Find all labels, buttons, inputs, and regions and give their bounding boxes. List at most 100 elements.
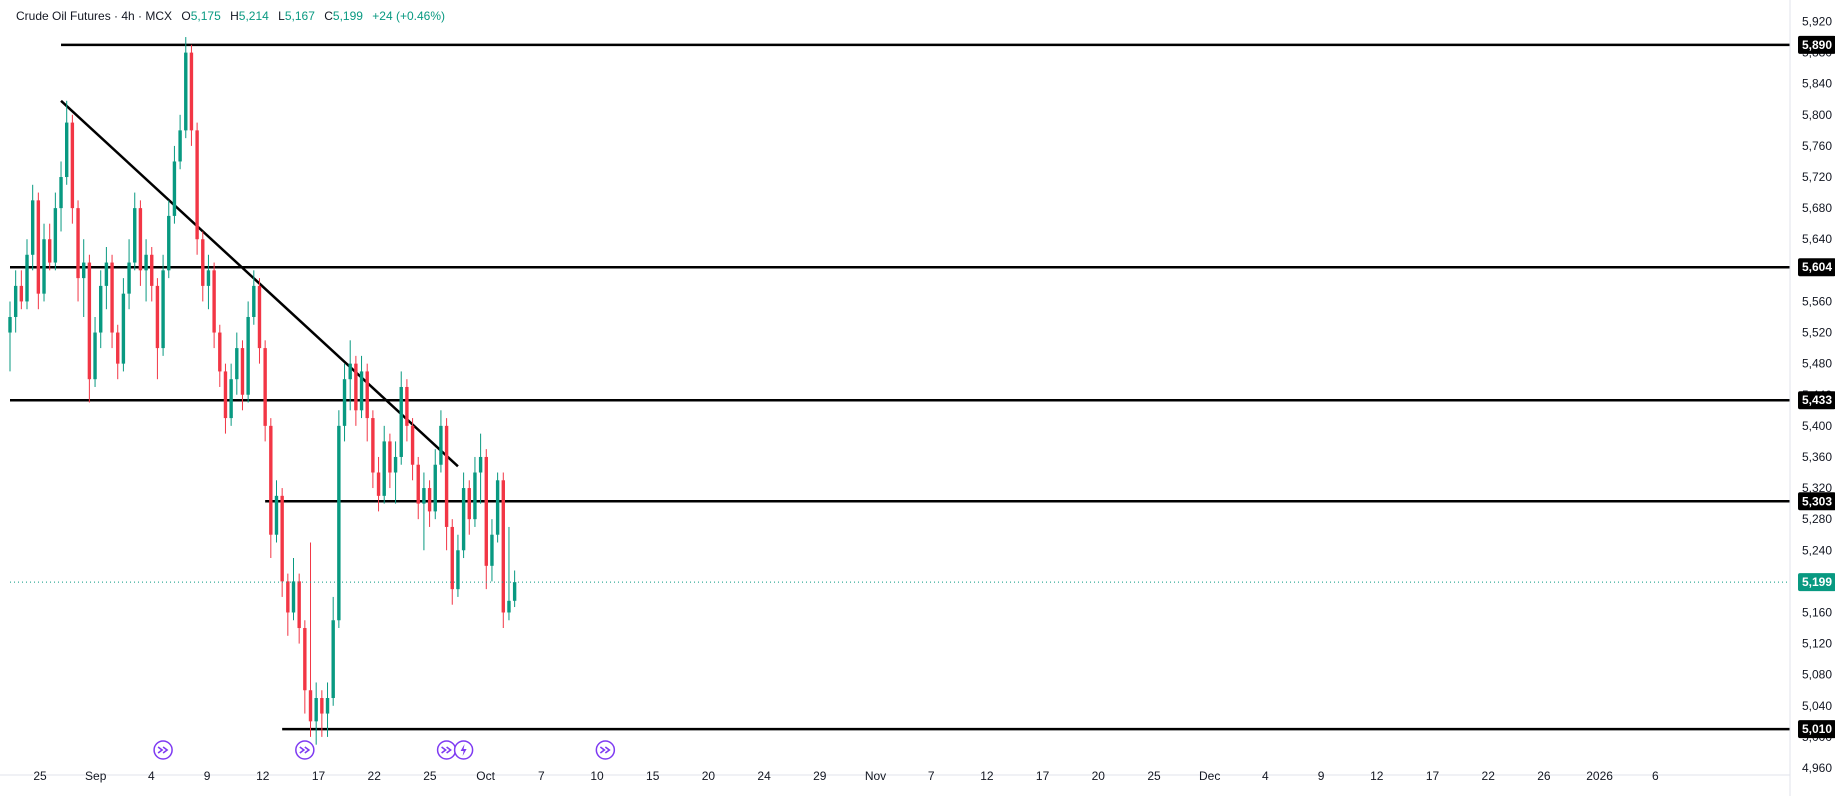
x-tick-label: 22: [1482, 769, 1496, 783]
candle-body: [337, 425, 341, 621]
candle-body: [138, 208, 143, 271]
candle-body: [184, 52, 188, 131]
candle-body: [161, 270, 165, 349]
candle-body: [172, 161, 177, 216]
level-price-tag: [1798, 391, 1835, 410]
candle-body: [354, 363, 358, 411]
candle-body: [422, 488, 426, 504]
x-tick-label: 6: [1652, 769, 1659, 783]
candle-body: [478, 456, 483, 473]
dividend-icon[interactable]: [153, 740, 173, 760]
candle-body: [280, 495, 284, 582]
candle-body: [155, 285, 160, 349]
candle-body: [8, 316, 12, 333]
x-tick-label: 25: [33, 769, 47, 783]
dividend-icon[interactable]: [436, 740, 457, 760]
y-tick-label: 5,760: [1802, 139, 1832, 153]
y-tick-label: 5,160: [1802, 605, 1832, 619]
candle-body: [229, 379, 233, 419]
x-tick-label: 25: [423, 769, 437, 783]
candle-body: [314, 698, 318, 722]
lightning-glyph: [460, 744, 467, 756]
x-tick-label: 17: [1426, 769, 1440, 783]
level-price-tag-label: 5,604: [1802, 260, 1832, 274]
candle-body: [13, 285, 18, 317]
x-tick-label: 20: [702, 769, 716, 783]
symbol-title[interactable]: Crude Oil Futures · 4h · MCX: [16, 9, 173, 23]
candle-body: [53, 208, 58, 263]
candle-body: [218, 332, 222, 372]
y-tick-label: 5,240: [1802, 543, 1832, 557]
x-tick-label: 17: [1036, 769, 1050, 783]
high-value: 5,214: [238, 9, 269, 23]
candle-body: [263, 348, 267, 426]
y-tick-label: 5,640: [1802, 232, 1832, 246]
candle-body: [291, 581, 296, 613]
candle-body: [359, 371, 364, 411]
x-tick-label: 2026: [1586, 769, 1613, 783]
candle-body: [70, 122, 75, 209]
candle-body: [427, 488, 432, 512]
y-tick-label: 5,520: [1802, 326, 1832, 340]
candle-body: [320, 698, 324, 714]
open-label: O: [181, 9, 191, 23]
candle-body: [405, 386, 409, 426]
x-tick-label: 26: [1537, 769, 1551, 783]
open-value: 5,175: [190, 9, 221, 23]
candle-body: [382, 441, 386, 496]
candle-body: [444, 425, 449, 527]
level-price-tag: [1798, 720, 1835, 739]
x-tick-label: 12: [980, 769, 994, 783]
candle-body: [450, 526, 454, 590]
x-tick-label: 17: [312, 769, 326, 783]
price-axis[interactable]: 4,9605,0005,0405,0805,1205,1605,2005,240…: [1789, 0, 1835, 796]
level-price-tag: [1798, 258, 1835, 277]
y-tick-label: 5,400: [1802, 419, 1832, 433]
dividend-icon[interactable]: [295, 740, 315, 760]
candle-body: [325, 698, 330, 714]
y-tick-label: 5,920: [1802, 15, 1832, 29]
x-tick-label: 20: [1092, 769, 1106, 783]
time-axis[interactable]: 25 Sep 4 9 12 17 22 25 Oct 7 10 15 20 24 29 Nov 7 12 17 20 2…: [0, 769, 1790, 783]
lightning-icon[interactable]: [453, 740, 474, 760]
candle-body: [110, 262, 114, 333]
x-tick-label: 12: [256, 769, 270, 783]
y-tick-label: 5,840: [1802, 77, 1832, 91]
candle-body: [65, 122, 69, 178]
level-price-tag-label: 5,010: [1802, 722, 1832, 736]
candle-body: [235, 348, 239, 380]
y-tick-label: 5,360: [1802, 450, 1832, 464]
candle-body: [212, 270, 216, 333]
low-label: L: [278, 9, 285, 23]
candle-body: [490, 534, 494, 566]
x-tick-label: Nov: [865, 769, 886, 783]
level-price-tag: [1798, 492, 1835, 511]
y-tick-label: 5,320: [1802, 481, 1832, 495]
candle-body: [257, 285, 262, 349]
candle-body: [399, 386, 403, 457]
x-tick-label: 15: [646, 769, 660, 783]
candle-body: [501, 480, 505, 613]
close-value: 5,199: [332, 9, 363, 23]
close-label: C: [324, 9, 333, 23]
x-tick-label: 4: [148, 769, 155, 783]
candle-body: [308, 690, 313, 722]
x-tick-label: 10: [590, 769, 604, 783]
candle-body: [461, 488, 466, 551]
dividend-icon[interactable]: [595, 740, 616, 760]
candle-body: [223, 371, 228, 419]
chevron-glyph: [441, 746, 452, 754]
x-tick-label: Oct: [476, 769, 495, 783]
candles-group: [8, 37, 517, 745]
event-markers: [153, 740, 616, 760]
level-price-tag-label: 5,433: [1802, 393, 1832, 407]
x-tick-label: 12: [1370, 769, 1384, 783]
candle-body: [144, 254, 148, 271]
x-tick-label: 4: [1262, 769, 1269, 783]
level-price-tag-label: 5,303: [1802, 494, 1832, 508]
x-tick-label: 9: [204, 769, 211, 783]
change-value: +24 (+0.46%): [372, 9, 445, 23]
x-tick-label: 7: [928, 769, 935, 783]
